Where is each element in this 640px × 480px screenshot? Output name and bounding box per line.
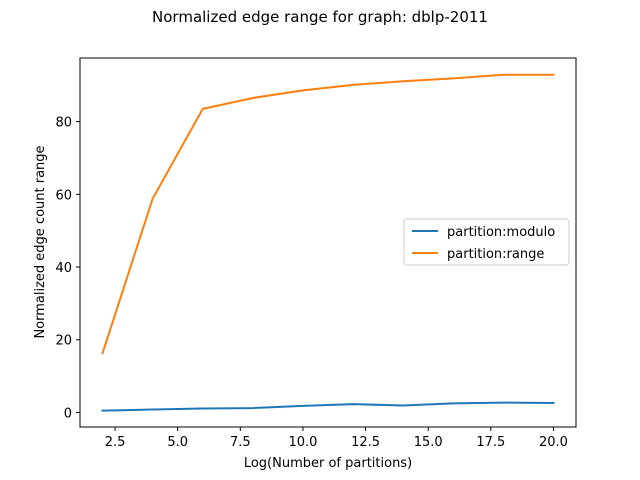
y-tick-label: 80	[55, 116, 72, 131]
x-tick-label: 15.0	[414, 435, 443, 450]
x-tick-label: 17.5	[476, 435, 505, 450]
x-tick-label: 7.5	[230, 435, 251, 450]
y-axis-label: Normalized edge count range	[33, 145, 48, 338]
y-tick-label: 60	[55, 188, 72, 203]
x-tick-label: 5.0	[167, 435, 188, 450]
y-tick-label: 20	[55, 334, 72, 349]
plot-area: 2.5 5.0 7.5 10.0 12.5 15.0 17.5 20.0 0 20 40 60 80	[55, 57, 577, 450]
x-tick-label: 20.0	[539, 435, 568, 450]
x-tick-label: 2.5	[105, 435, 126, 450]
legend: partition:modulo partition:range	[403, 218, 570, 266]
legend-label: partition:modulo	[447, 225, 555, 240]
y-tick-label: 0	[64, 406, 72, 421]
y-tick-label: 40	[55, 261, 72, 276]
x-tick-label: 10.0	[288, 435, 317, 450]
plot-frame	[79, 57, 577, 428]
legend-box	[403, 218, 570, 266]
chart-title: Normalized edge range for graph: dblp-20…	[152, 8, 488, 26]
x-axis-label: Log(Number of partitions)	[244, 456, 412, 471]
series-line-partition-modulo	[101, 401, 555, 412]
x-tick-label: 12.5	[351, 435, 380, 450]
series-line-partition-range	[101, 73, 555, 355]
legend-label: partition:range	[447, 247, 544, 262]
